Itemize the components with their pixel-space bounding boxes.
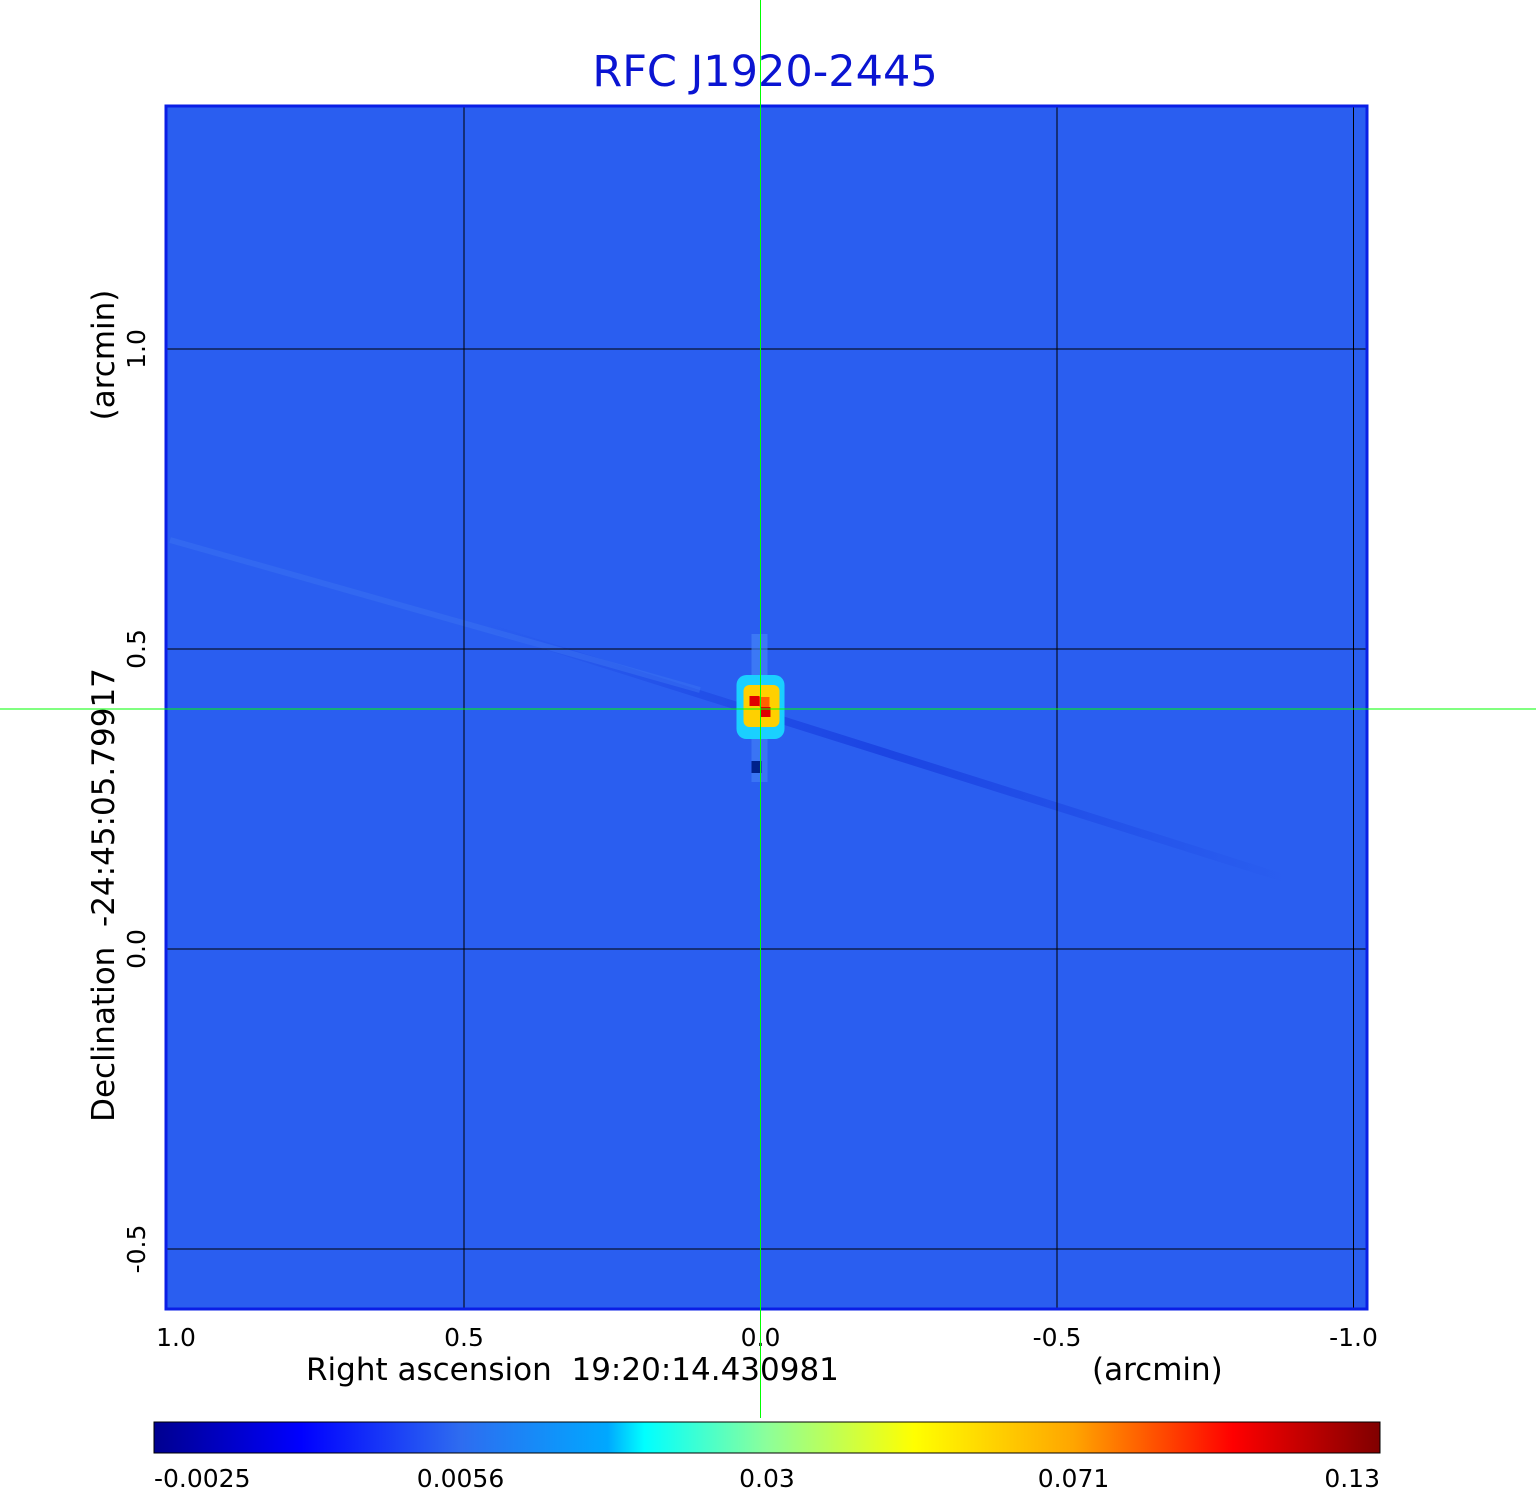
y-tick-labels: -0.5 0.0 0.5 1.0 (122, 329, 151, 1273)
x-tick-label: -1.0 (1329, 1323, 1378, 1352)
source-pixel (749, 696, 760, 706)
plot-area (164, 104, 1369, 1311)
x-tick-label: -0.5 (1033, 1323, 1082, 1352)
colorbar (153, 1421, 1381, 1454)
chart-title: RFC J1920-2445 (592, 47, 937, 97)
colorbar-tick-label: -0.0025 (154, 1464, 251, 1493)
plot-frame (164, 104, 1369, 1311)
colorbar-tick-label: 0.0056 (417, 1464, 504, 1493)
y-axis-label: Declination -24:45:05.79917 (86, 668, 122, 1122)
colorbar-tick-labels: -0.0025 0.0056 0.03 0.071 0.13 (154, 1464, 1380, 1493)
source-negative-pixel (751, 761, 762, 773)
source-pixel (759, 697, 770, 707)
colorbar-tick-label: 0.03 (739, 1464, 795, 1493)
colorbar-tick-label: 0.071 (1038, 1464, 1110, 1493)
x-tick-labels: 1.0 0.5 0.0 -0.5 -1.0 (156, 1323, 1378, 1352)
artifact-streak (169, 537, 701, 693)
crosshair (0, 0, 1536, 1418)
x-tick-label: 1.0 (156, 1323, 196, 1352)
y-tick-label: 0.5 (122, 629, 151, 669)
y-tick-label: 0.0 (122, 929, 151, 969)
x-axis-unit: (arcmin) (1092, 1352, 1223, 1388)
y-axis-unit: (arcmin) (86, 290, 122, 421)
y-tick-label: -0.5 (122, 1225, 151, 1274)
y-tick-label: 1.0 (122, 329, 151, 369)
x-tick-label: 0.5 (444, 1323, 484, 1352)
colorbar-tick-label: 0.13 (1324, 1464, 1380, 1493)
source-pixel (760, 707, 771, 717)
x-axis-label: Right ascension 19:20:14.430981 (306, 1352, 839, 1388)
